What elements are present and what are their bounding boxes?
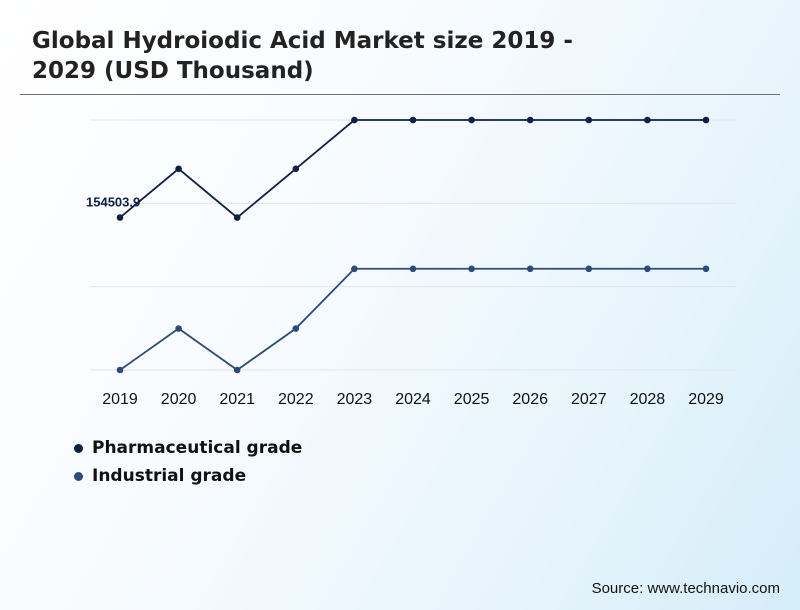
data-point [526,265,534,273]
x-tick-label: 2024 [395,391,431,408]
data-point [585,116,593,124]
x-tick-label: 2021 [219,391,255,408]
x-tick-label: 2020 [161,391,197,408]
data-point [175,325,182,332]
data-point [116,214,124,221]
x-tick-label: 2029 [688,391,724,408]
title-divider [20,94,780,95]
x-tick-label: 2027 [571,391,607,408]
legend-item-pharmaceutical: Pharmaceutical grade [74,434,302,462]
data-point [292,325,300,332]
data-point [351,265,358,273]
series-line [119,267,706,372]
data-point [233,366,241,374]
legend-label-industrial: Industrial grade [92,466,247,486]
chart-title: Global Hydroiodic Acid Market size 2019 … [32,28,573,84]
data-point [409,265,417,273]
legend-marker-industrial [74,471,83,481]
x-tick-label: 2023 [337,391,373,408]
data-label: 154503.9 [86,195,140,210]
data-point [292,165,300,173]
data-point [351,116,358,124]
data-point [468,265,475,273]
source-credit: Source: www.technavio.com [591,580,780,597]
legend-label-pharmaceutical: Pharmaceutical grade [92,438,303,458]
data-point [468,116,475,124]
data-point [116,366,124,374]
legend-item-industrial: Industrial grade [74,462,302,490]
line-chart: 2019 2020 2021 2022 2023 2024 2025 2026 2027 2028… [86,116,736,408]
legend-marker-pharmaceutical [74,443,83,453]
x-tick-label: 2028 [630,391,666,408]
data-point [233,214,241,221]
data-point [644,116,651,124]
x-tick-label: 2025 [454,391,490,408]
data-point [175,165,182,173]
data-point [585,265,593,273]
data-point [409,116,417,124]
data-point [526,116,534,124]
x-tick-label: 2026 [512,391,548,408]
data-point [644,265,651,273]
data-point [702,116,710,124]
legend: Pharmaceutical grade Industrial grade [74,434,302,490]
data-point [702,265,710,273]
x-tick-label: 2022 [278,391,314,408]
x-tick-label: 2019 [102,391,138,408]
